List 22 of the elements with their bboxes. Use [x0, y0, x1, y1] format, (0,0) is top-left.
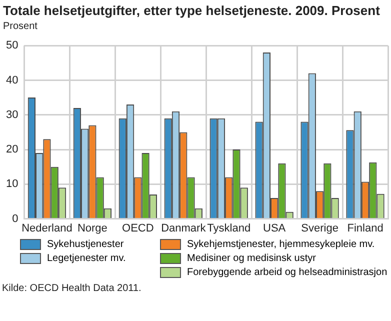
y-tick-label: 0 [12, 212, 18, 225]
legend-label: Medisiner og medisinsk ustyr [187, 253, 316, 265]
x-tick-label: USA [263, 222, 286, 234]
x-tick-label: OECD [122, 222, 154, 234]
y-tick-label: 40 [6, 74, 18, 86]
x-tick-label: Nederland [22, 222, 72, 234]
legend-label: Legetjenester mv. [47, 253, 126, 265]
legend-label: Sykehjemstjenester, hjemmesykepleie mv. [187, 239, 375, 251]
y-tick-label: 10 [6, 178, 18, 190]
chart-title: Totale helsetjeutgifter, etter type helsetjeneste. 2009. Prosent [2, 2, 381, 18]
y-tick-label: 20 [6, 144, 18, 156]
text: Kilde: OECD Health Data 2011. [1, 282, 142, 294]
x-tick-label: Tyskland [207, 222, 251, 234]
y-axis-title: Prosent [2, 20, 38, 33]
legend-label: Sykehustjenester [47, 239, 124, 251]
y-tick-label: 30 [6, 108, 18, 121]
x-tick-label: Norge [77, 222, 108, 234]
y-tick-label: 50 [6, 40, 18, 52]
x-tick-label: Finland [347, 222, 384, 234]
x-tick-label: Sverige [301, 222, 338, 234]
legend-label: Forebyggende arbeid og helseadministrasjon [187, 267, 388, 279]
x-tick-label: Danmark [161, 222, 206, 234]
